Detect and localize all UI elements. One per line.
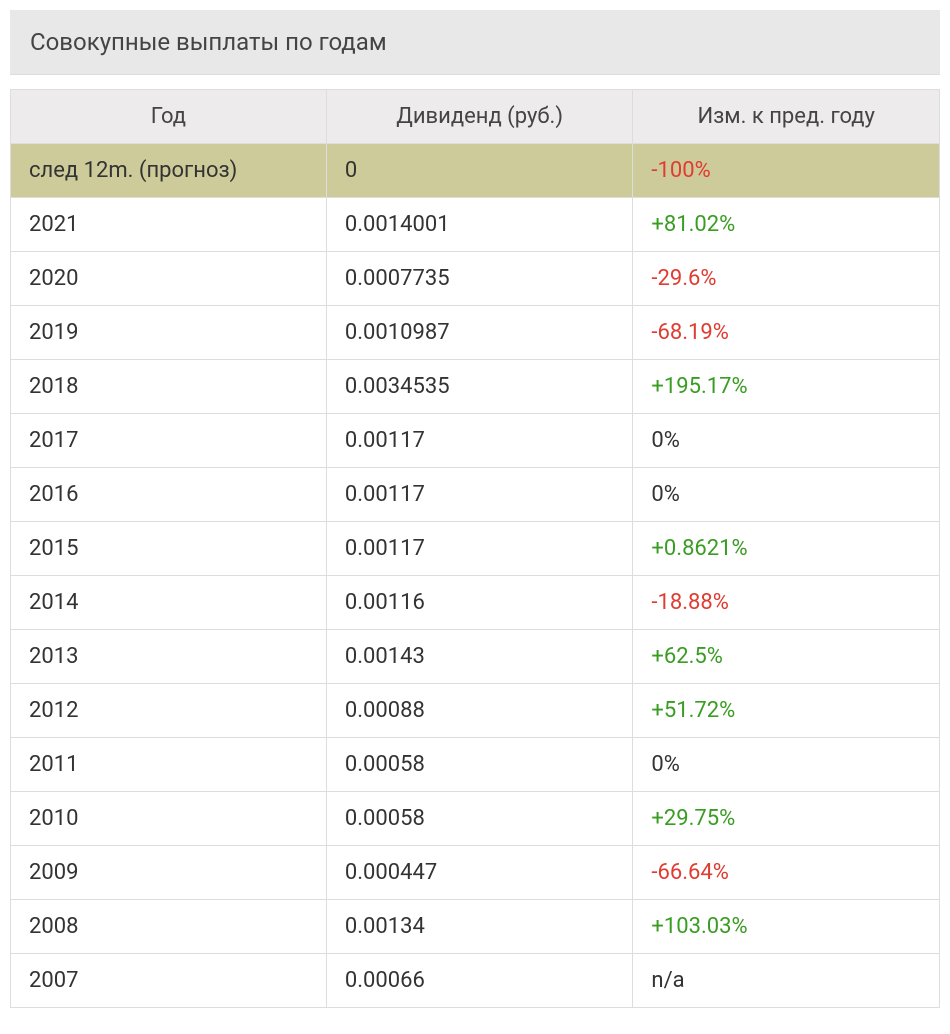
- cell-change: +62.5%: [633, 630, 940, 684]
- col-header-dividend: Дивиденд (руб.): [326, 90, 633, 144]
- cell-year: 2012: [11, 684, 327, 738]
- cell-dividend: 0.0010987: [326, 306, 633, 360]
- cell-dividend: 0.0014001: [326, 198, 633, 252]
- cell-change: +0.8621%: [633, 522, 940, 576]
- cell-dividend: 0: [326, 144, 633, 198]
- cell-change: +195.17%: [633, 360, 940, 414]
- cell-year: 2011: [11, 738, 327, 792]
- table-row: 20070.00066n/a: [11, 954, 940, 1008]
- cell-change: +81.02%: [633, 198, 940, 252]
- cell-change: +103.03%: [633, 900, 940, 954]
- table-row: 20080.00134+103.03%: [11, 900, 940, 954]
- cell-change: -66.64%: [633, 846, 940, 900]
- cell-year: 2015: [11, 522, 327, 576]
- cell-year: 2019: [11, 306, 327, 360]
- cell-dividend: 0.00116: [326, 576, 633, 630]
- cell-year: 2020: [11, 252, 327, 306]
- section-title: Совокупные выплаты по годам: [10, 10, 940, 75]
- cell-change: +51.72%: [633, 684, 940, 738]
- cell-year: 2017: [11, 414, 327, 468]
- table-row: 20190.0010987-68.19%: [11, 306, 940, 360]
- cell-change: 0%: [633, 414, 940, 468]
- table-row: след 12m. (прогноз)0-100%: [11, 144, 940, 198]
- table-row: 20140.00116-18.88%: [11, 576, 940, 630]
- cell-dividend: 0.00117: [326, 468, 633, 522]
- cell-dividend: 0.0034535: [326, 360, 633, 414]
- cell-year: 2021: [11, 198, 327, 252]
- col-header-change: Изм. к пред. году: [633, 90, 940, 144]
- cell-dividend: 0.00058: [326, 792, 633, 846]
- table-row: 20200.0007735-29.6%: [11, 252, 940, 306]
- cell-year: 2007: [11, 954, 327, 1008]
- cell-year: 2008: [11, 900, 327, 954]
- cell-change: 0%: [633, 738, 940, 792]
- table-row: 20160.001170%: [11, 468, 940, 522]
- cell-dividend: 0.000447: [326, 846, 633, 900]
- table-row: 20150.00117+0.8621%: [11, 522, 940, 576]
- payouts-table-wrapper: Год Дивиденд (руб.) Изм. к пред. году сл…: [10, 89, 940, 1008]
- cell-change: -29.6%: [633, 252, 940, 306]
- table-row: 20210.0014001+81.02%: [11, 198, 940, 252]
- cell-year: 2010: [11, 792, 327, 846]
- cell-change: -68.19%: [633, 306, 940, 360]
- table-header-row: Год Дивиденд (руб.) Изм. к пред. году: [11, 90, 940, 144]
- cell-dividend: 0.0007735: [326, 252, 633, 306]
- cell-year: 2013: [11, 630, 327, 684]
- cell-year: 2016: [11, 468, 327, 522]
- cell-change: -18.88%: [633, 576, 940, 630]
- table-row: 20170.001170%: [11, 414, 940, 468]
- cell-change: +29.75%: [633, 792, 940, 846]
- cell-dividend: 0.00066: [326, 954, 633, 1008]
- table-row: 20120.00088+51.72%: [11, 684, 940, 738]
- table-row: 20180.0034535+195.17%: [11, 360, 940, 414]
- col-header-year: Год: [11, 90, 327, 144]
- cell-dividend: 0.00117: [326, 414, 633, 468]
- cell-change: n/a: [633, 954, 940, 1008]
- cell-dividend: 0.00143: [326, 630, 633, 684]
- cell-dividend: 0.00058: [326, 738, 633, 792]
- payouts-table: Год Дивиденд (руб.) Изм. к пред. году сл…: [10, 89, 940, 1008]
- cell-year: 2018: [11, 360, 327, 414]
- table-row: 20100.00058+29.75%: [11, 792, 940, 846]
- cell-year: след 12m. (прогноз): [11, 144, 327, 198]
- cell-change: 0%: [633, 468, 940, 522]
- cell-year: 2014: [11, 576, 327, 630]
- cell-dividend: 0.00117: [326, 522, 633, 576]
- cell-dividend: 0.00134: [326, 900, 633, 954]
- cell-change: -100%: [633, 144, 940, 198]
- table-row: 20110.000580%: [11, 738, 940, 792]
- table-row: 20130.00143+62.5%: [11, 630, 940, 684]
- cell-year: 2009: [11, 846, 327, 900]
- table-row: 20090.000447-66.64%: [11, 846, 940, 900]
- cell-dividend: 0.00088: [326, 684, 633, 738]
